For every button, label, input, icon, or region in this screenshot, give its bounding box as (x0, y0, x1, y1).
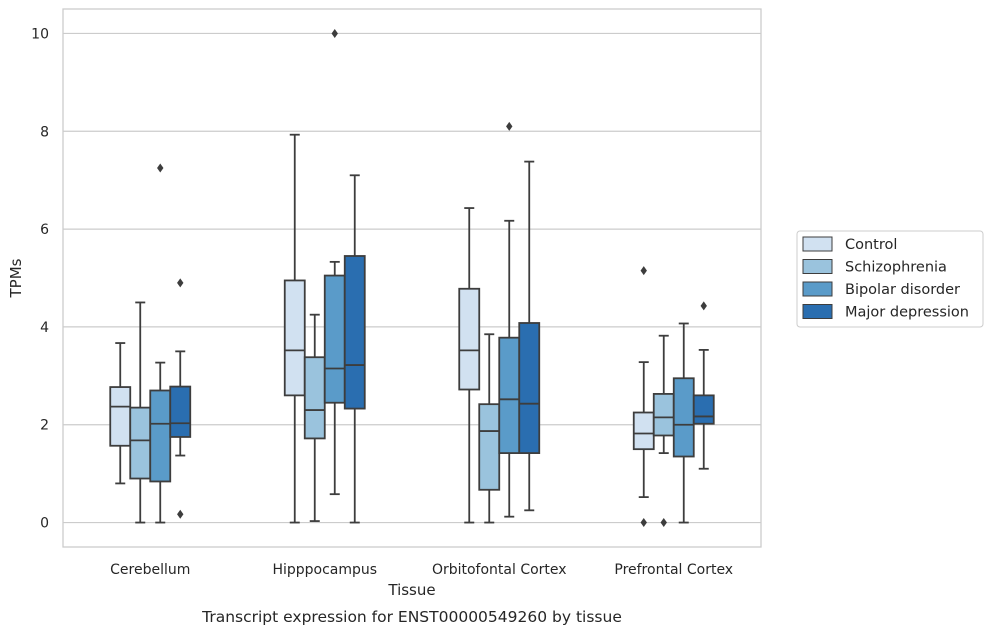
y-tick-label: 2 (40, 418, 49, 434)
y-tick-label: 4 (40, 320, 49, 336)
box-body (323, 274, 346, 404)
box-1-2 (478, 333, 501, 524)
y-tick-label: 0 (40, 516, 49, 532)
box-3-3 (692, 301, 715, 470)
box-body (303, 356, 326, 440)
box-1-0 (129, 301, 152, 524)
box-2-3 (672, 322, 695, 524)
box-body (632, 411, 655, 451)
outlier-marker (157, 163, 164, 173)
outlier-marker (506, 121, 513, 131)
legend-frame (796, 230, 984, 328)
box-body (478, 403, 501, 491)
box-0-3 (632, 266, 655, 528)
box-body (652, 393, 675, 437)
box-body (518, 322, 541, 454)
box-2-0 (149, 163, 172, 524)
box-body (343, 255, 366, 410)
y-axis-label: TPMs (7, 258, 25, 298)
legend-label: Schizophrenia (845, 260, 947, 276)
x-tick-label: Hipppocampus (272, 562, 377, 578)
x-tick-label: Orbitofontal Cortex (432, 562, 567, 578)
box-body (109, 386, 132, 447)
box-3-2 (518, 160, 541, 512)
box-3-0 (169, 278, 192, 519)
legend: Control Schizophrenia Bipolar disorder Majo… (796, 230, 984, 328)
y-tick-label: 8 (40, 124, 49, 140)
legend-label: Bipolar disorder (845, 282, 960, 298)
y-tick-labels: 0 2 4 6 8 10 (31, 26, 49, 531)
box-group-layer (109, 28, 715, 528)
box-body (149, 389, 172, 483)
legend-label: Control (845, 237, 897, 253)
box-body (692, 394, 715, 425)
box-3-1 (343, 174, 366, 524)
box-body (458, 287, 481, 391)
legend-swatch (802, 259, 833, 274)
y-tick-label: 6 (40, 222, 49, 238)
legend-swatch (802, 236, 833, 252)
legend-swatch (802, 281, 833, 297)
box-body (283, 279, 306, 397)
outlier-marker (331, 28, 338, 38)
x-axis-label: Tissue (387, 581, 435, 599)
box-body (498, 336, 521, 454)
box-body (129, 406, 152, 480)
outlier-marker (640, 266, 647, 276)
box-0-2 (458, 207, 481, 524)
chart-caption: Transcript expression for ENST0000054926… (201, 608, 622, 626)
outlier-marker (177, 509, 184, 519)
legend-swatch (802, 304, 833, 319)
box-0-1 (283, 133, 306, 524)
x-tick-labels: Cerebellum Hipppocampus Orbitofontal Corte… (110, 562, 733, 578)
box-2-1 (323, 28, 346, 496)
box-body (672, 377, 695, 458)
outlier-marker (660, 518, 667, 528)
legend-label: Major depression (845, 305, 969, 321)
y-tick-label: 10 (31, 26, 49, 42)
x-tick-label: Prefrontal Cortex (614, 562, 733, 578)
outlier-marker (177, 278, 184, 288)
outlier-marker (700, 301, 707, 311)
box-body (169, 385, 192, 438)
x-tick-label: Cerebellum (110, 562, 190, 578)
box-2-2 (498, 121, 521, 518)
outlier-marker (640, 518, 647, 528)
box-1-3 (652, 334, 675, 528)
plot-frame (62, 8, 762, 548)
legend-items: Control Schizophrenia Bipolar disorder Majo… (802, 236, 969, 321)
